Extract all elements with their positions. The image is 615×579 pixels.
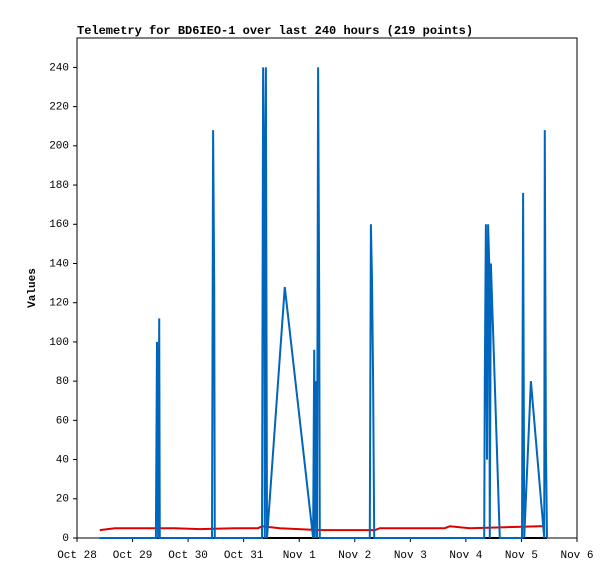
y-tick-label: 0 — [62, 533, 69, 545]
x-tick-label: Nov 1 — [283, 550, 316, 562]
y-tick-label: 140 — [49, 258, 69, 270]
x-tick-label: Oct 29 — [113, 550, 153, 562]
x-tick-label: Nov 6 — [560, 550, 593, 562]
y-tick-label: 200 — [49, 141, 69, 153]
x-tick-label: Nov 5 — [505, 550, 538, 562]
x-tick-label: Oct 30 — [168, 550, 208, 562]
y-tick-label: 180 — [49, 180, 69, 192]
y-tick-label: 160 — [49, 219, 69, 231]
y-tick-label: 40 — [56, 454, 69, 466]
y-tick-label: 60 — [56, 415, 69, 427]
x-tick-label: Oct 28 — [57, 550, 97, 562]
series-line — [99, 67, 548, 539]
y-axis-label: Values — [27, 268, 39, 308]
y-tick-label: 220 — [49, 102, 69, 114]
series-line — [99, 525, 545, 532]
y-tick-label: 80 — [56, 376, 69, 388]
chart-title: Telemetry for BD6IEO-1 over last 240 hou… — [77, 24, 473, 38]
y-tick-label: 20 — [56, 494, 69, 506]
y-tick-label: 120 — [49, 298, 69, 310]
x-tick-label: Nov 4 — [449, 550, 482, 562]
y-tick-label: 100 — [49, 337, 69, 349]
y-tick-label: 240 — [49, 62, 69, 74]
x-tick-label: Oct 31 — [224, 550, 264, 562]
x-tick-label: Nov 3 — [394, 550, 427, 562]
x-tick-label: Nov 2 — [338, 550, 371, 562]
